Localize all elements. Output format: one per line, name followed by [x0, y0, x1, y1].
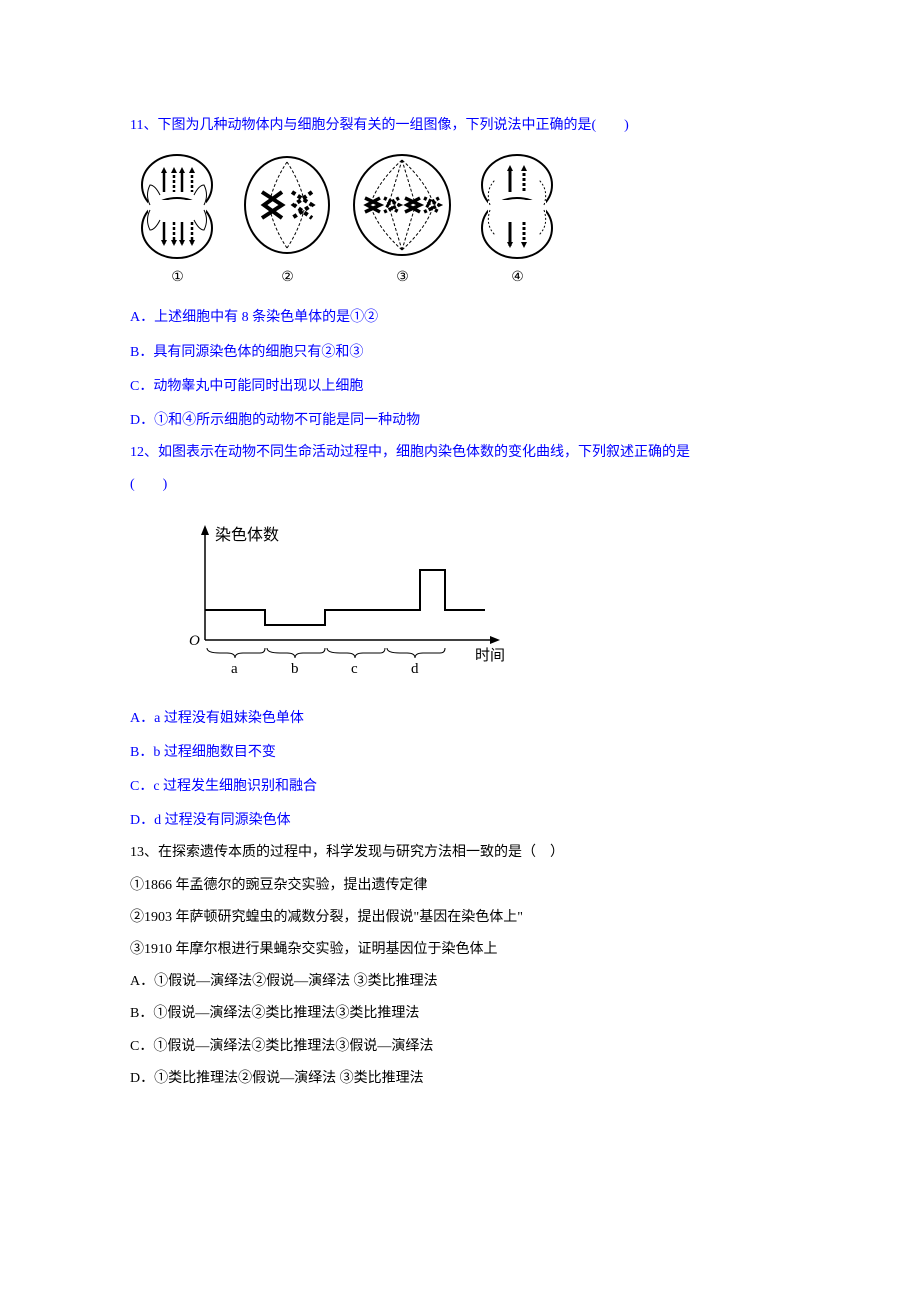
- chart-origin: O: [189, 633, 200, 649]
- q12-option-d: D．d 过程没有同源染色体: [130, 805, 790, 837]
- cell-label-4: ④: [511, 262, 524, 294]
- q11-stem: 11、下图为几种动物体内与细胞分裂有关的一组图像，下列说法中正确的是( ): [130, 110, 790, 142]
- q13-option-c: C．①假说—演绎法②类比推理法③假说—演绎法: [130, 1031, 790, 1063]
- q13-option-d: D．①类比推理法②假说—演绎法 ③类比推理法: [130, 1063, 790, 1095]
- q11-option-c: C．动物睾丸中可能同时出现以上细胞: [130, 371, 790, 403]
- chart-seg-c: c: [351, 661, 358, 677]
- q12-option-c: C．c 过程发生细胞识别和融合: [130, 771, 790, 803]
- cell-diagram-2: [240, 150, 335, 260]
- q12-stem-2: ( ): [130, 469, 790, 501]
- q12-stem-1: 12、如图表示在动物不同生命活动过程中，细胞内染色体数的变化曲线，下列叙述正确的…: [130, 437, 790, 469]
- cell-unit-3: ③: [350, 150, 455, 294]
- q12-option-a: A．a 过程没有姐妹染色单体: [130, 703, 790, 735]
- q12-option-b: B．b 过程细胞数目不变: [130, 737, 790, 769]
- cell-diagram-4: [470, 150, 565, 260]
- chart-x-label: 时间: [475, 647, 505, 664]
- q13-item-3: ③1910 年摩尔根进行果蝇杂交实验，证明基因位于染色体上: [130, 934, 790, 966]
- cell-label-1: ①: [171, 262, 184, 294]
- cell-label-2: ②: [281, 262, 294, 294]
- cell-label-3: ③: [396, 262, 409, 294]
- chart-seg-d: d: [411, 661, 419, 677]
- cell-diagram-1: [130, 150, 225, 260]
- q11-option-d: D．①和④所示细胞的动物不可能是同一种动物: [130, 405, 790, 437]
- chart-y-label: 染色体数: [215, 526, 279, 544]
- cell-unit-2: ②: [240, 150, 335, 294]
- chart-seg-b: b: [291, 661, 299, 677]
- q11-option-b: B．具有同源染色体的细胞只有②和③: [130, 337, 790, 369]
- q11-diagram-row: ① ② ③: [130, 150, 790, 294]
- q13-item-2: ②1903 年萨顿研究蝗虫的减数分裂，提出假说"基因在染色体上": [130, 902, 790, 934]
- cell-unit-1: ①: [130, 150, 225, 294]
- q13-item-1: ①1866 年孟德尔的豌豆杂交实验，提出遗传定律: [130, 870, 790, 902]
- cell-unit-4: ④: [470, 150, 565, 294]
- q13-option-b: B．①假说—演绎法②类比推理法③类比推理法: [130, 998, 790, 1030]
- q11-option-a: A．上述细胞中有 8 条染色单体的是①②: [130, 302, 790, 334]
- chart-seg-a: a: [231, 661, 238, 677]
- cell-diagram-3: [350, 150, 455, 260]
- q13-stem: 13、在探索遗传本质的过程中，科学发现与研究方法相一致的是（ ）: [130, 837, 790, 869]
- q13-option-a: A．①假说—演绎法②假说—演绎法 ③类比推理法: [130, 966, 790, 998]
- q12-chart: 染色体数 时间 O a b c d: [165, 510, 525, 680]
